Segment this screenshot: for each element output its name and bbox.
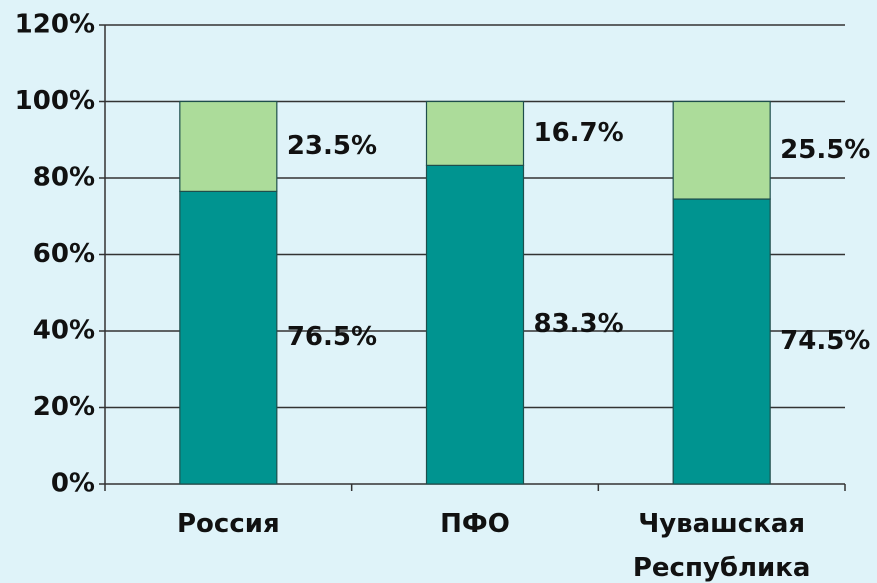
- data-label: 16.7%: [534, 118, 624, 148]
- y-tick-label: 120%: [15, 10, 95, 40]
- y-tick-label: 100%: [15, 86, 95, 116]
- bar-segment: [425, 164, 525, 485]
- x-tick-label: ПФО: [440, 509, 510, 539]
- data-label: 76.5%: [287, 322, 377, 352]
- bar-segment: [179, 100, 278, 192]
- y-tick-label: 40%: [33, 316, 95, 346]
- bar-segment: [672, 100, 771, 200]
- x-tick-label: Чувашская Республика: [632, 509, 811, 583]
- bar-segment: [672, 198, 771, 485]
- data-label: 74.5%: [780, 326, 870, 356]
- y-tick-label: 0%: [51, 469, 95, 499]
- bar-segment: [425, 100, 525, 166]
- data-label: 83.3%: [534, 309, 624, 339]
- y-tick-label: 60%: [33, 239, 95, 269]
- data-label: 23.5%: [287, 131, 377, 161]
- y-tick-label: 20%: [33, 392, 95, 422]
- data-label: 25.5%: [780, 135, 870, 165]
- x-tick-label: Россия: [177, 509, 280, 539]
- bar-segment: [179, 190, 278, 485]
- y-tick-label: 80%: [33, 163, 95, 193]
